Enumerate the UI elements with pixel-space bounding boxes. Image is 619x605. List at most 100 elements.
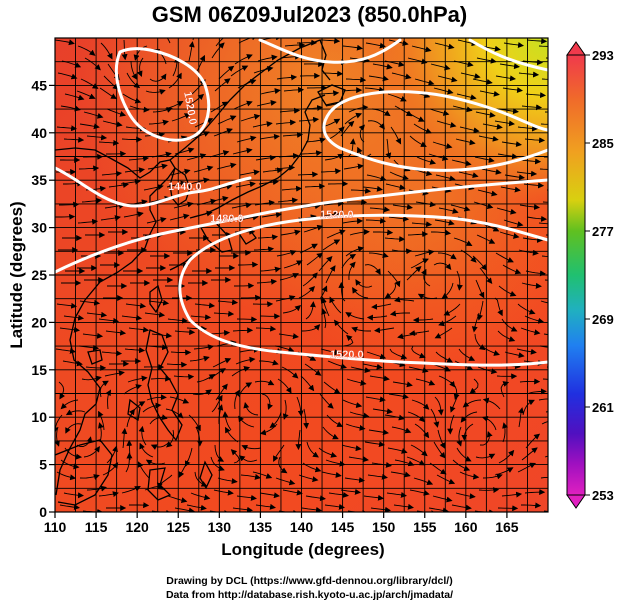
wind-streamline bbox=[210, 101, 229, 113]
wind-streamline bbox=[79, 474, 100, 480]
wind-streamline bbox=[196, 373, 216, 383]
wind-streamline bbox=[394, 296, 415, 303]
wind-streamline bbox=[414, 78, 435, 86]
wind-streamline bbox=[522, 236, 544, 243]
wind-streamline bbox=[409, 330, 430, 337]
wind-streamline bbox=[295, 429, 302, 451]
wind-streamline bbox=[501, 141, 522, 148]
wind-streamline bbox=[436, 120, 457, 128]
wind-streamline bbox=[433, 87, 454, 95]
wind-streamline bbox=[460, 72, 481, 80]
wind-streamline bbox=[540, 300, 548, 304]
wind-streamline bbox=[240, 473, 261, 480]
wind-streamline bbox=[541, 255, 548, 257]
wind-streamline bbox=[60, 105, 81, 112]
wind-streamline bbox=[303, 408, 310, 429]
y-tick-label: 25 bbox=[31, 267, 47, 283]
wind-streamline bbox=[143, 184, 164, 191]
x-tick-label: 110 bbox=[44, 519, 67, 535]
wind-streamline bbox=[500, 381, 510, 398]
wind-streamline bbox=[459, 126, 480, 134]
wind-streamline bbox=[374, 327, 395, 334]
wind-streamline bbox=[461, 423, 474, 441]
contour-label: 1520.0 bbox=[181, 90, 199, 125]
x-tick-label: 120 bbox=[125, 519, 149, 535]
wind-streamline bbox=[371, 108, 391, 117]
wind-streamline bbox=[327, 360, 347, 370]
wind-streamline bbox=[407, 411, 426, 423]
wind-streamline bbox=[255, 325, 277, 332]
wind-streamline bbox=[122, 93, 142, 104]
wind-streamline bbox=[298, 474, 319, 483]
wind-streamline bbox=[209, 150, 230, 158]
wind-streamline bbox=[299, 243, 318, 254]
wind-streamline bbox=[59, 326, 80, 333]
wind-streamline bbox=[389, 171, 409, 181]
wind-streamline bbox=[543, 510, 548, 512]
contour-label: 1440.0 bbox=[168, 181, 202, 193]
wind-streamline bbox=[366, 174, 387, 182]
wind-streamline bbox=[275, 477, 296, 486]
wind-streamline bbox=[235, 356, 256, 365]
wind-streamline bbox=[498, 108, 519, 115]
wind-streamline bbox=[546, 366, 548, 368]
wind-streamline bbox=[231, 366, 251, 377]
wind-streamline bbox=[367, 120, 385, 130]
wind-streamline bbox=[456, 447, 472, 462]
wind-streamline bbox=[212, 357, 232, 368]
wind-streamline bbox=[345, 246, 365, 257]
wind-streamline bbox=[252, 121, 273, 128]
x-tick-label: 145 bbox=[331, 519, 355, 535]
colorbar-tick-label: 285 bbox=[592, 136, 614, 151]
wind-streamline bbox=[456, 426, 463, 447]
wind-streamline bbox=[253, 66, 274, 74]
wind-streamline bbox=[320, 348, 341, 356]
wind-streamline bbox=[99, 87, 117, 99]
wind-streamline bbox=[305, 495, 326, 502]
wind-streamline bbox=[151, 151, 172, 158]
y-tick-label: 35 bbox=[31, 172, 47, 188]
wind-streamline bbox=[430, 408, 440, 428]
wind-streamline bbox=[282, 131, 304, 138]
wind-streamline bbox=[413, 477, 434, 486]
wind-streamline bbox=[283, 260, 303, 269]
wind-streamline bbox=[126, 408, 135, 428]
wind-streamline bbox=[522, 59, 544, 66]
wind-streamline bbox=[61, 60, 82, 68]
wind-streamlines bbox=[55, 38, 548, 512]
wind-streamline bbox=[81, 375, 102, 382]
colorbar-tick-label: 261 bbox=[592, 400, 614, 415]
wind-streamline bbox=[458, 171, 479, 179]
wind-streamline bbox=[241, 445, 262, 451]
wind-streamline bbox=[274, 164, 296, 171]
wind-streamline bbox=[277, 378, 292, 394]
map-title: GSM 06Z09Jul2023 (850.0hPa) bbox=[151, 2, 468, 27]
wind-streamline bbox=[368, 252, 389, 258]
wind-streamline bbox=[279, 273, 300, 281]
wind-streamline bbox=[236, 494, 257, 501]
wind-streamline bbox=[254, 199, 275, 206]
wind-streamline bbox=[233, 100, 253, 110]
wind-streamline bbox=[525, 92, 547, 99]
wind-streamline bbox=[252, 471, 273, 479]
wind-streamline bbox=[458, 348, 476, 361]
wind-streamline bbox=[334, 319, 349, 335]
wind-streamline bbox=[173, 201, 194, 209]
wind-streamline bbox=[371, 461, 392, 468]
colorbar-tick-label: 293 bbox=[592, 48, 614, 63]
wind-streamline bbox=[524, 489, 546, 496]
wind-streamline bbox=[498, 285, 517, 297]
wind-streamline bbox=[137, 461, 150, 479]
wind-streamline bbox=[217, 115, 237, 125]
wind-streamline bbox=[343, 334, 354, 347]
wind-streamline bbox=[319, 393, 334, 409]
wind-streamline bbox=[213, 489, 234, 496]
wind-streamline bbox=[156, 474, 173, 489]
wind-streamline bbox=[411, 221, 433, 228]
wind-streamline bbox=[121, 136, 143, 143]
wind-streamline bbox=[261, 393, 274, 410]
wind-streamline bbox=[412, 317, 434, 324]
wind-streamline bbox=[320, 168, 342, 175]
wind-streamline bbox=[384, 282, 397, 299]
y-tick-label: 40 bbox=[31, 125, 47, 141]
